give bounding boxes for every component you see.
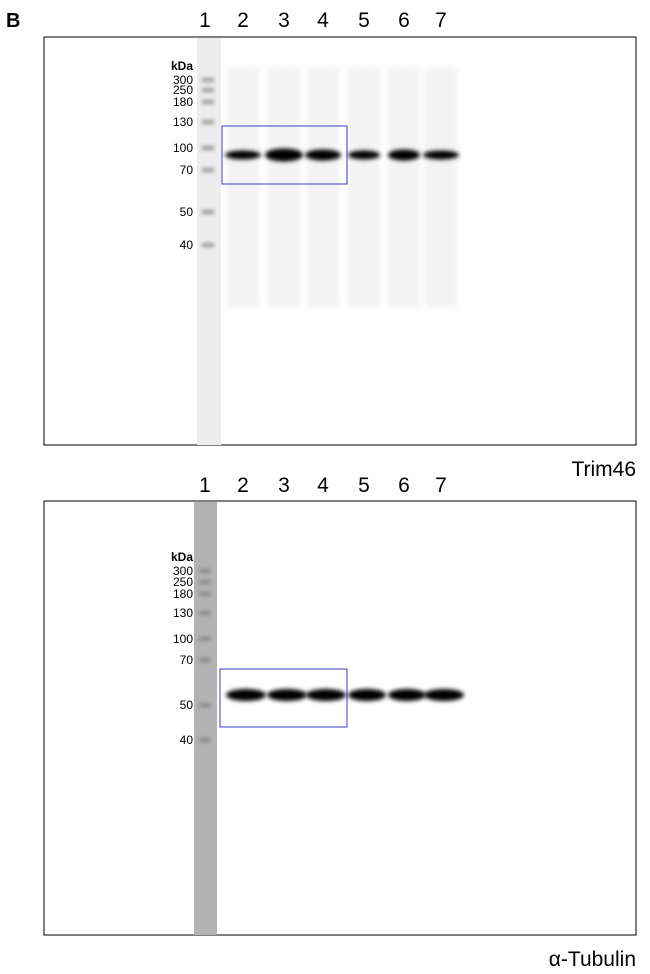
lane-label: 6 bbox=[398, 9, 410, 32]
marker-label: 250 bbox=[173, 575, 193, 589]
lane-smear bbox=[268, 67, 300, 307]
lane-label: 2 bbox=[237, 474, 249, 497]
blot-frame bbox=[43, 36, 637, 446]
lane-label: 6 bbox=[398, 474, 410, 497]
band bbox=[265, 148, 303, 162]
band bbox=[305, 149, 341, 161]
ladder-band bbox=[199, 738, 211, 742]
lane-smear bbox=[388, 67, 420, 307]
ladder-band bbox=[202, 210, 214, 214]
marker-label: 70 bbox=[180, 653, 194, 667]
ladder-band bbox=[202, 243, 214, 247]
ladder-band bbox=[199, 580, 211, 584]
ladder-band bbox=[202, 120, 214, 124]
marker-label: 180 bbox=[173, 95, 193, 109]
lane-label: 5 bbox=[358, 474, 370, 497]
marker-label: 250 bbox=[173, 83, 193, 97]
blot-name: Trim46 bbox=[571, 458, 636, 481]
unit-label: kDa bbox=[171, 550, 193, 564]
marker-label: 180 bbox=[173, 587, 193, 601]
band bbox=[226, 689, 266, 701]
ladder-lane bbox=[197, 38, 221, 445]
unit-label: kDa bbox=[171, 59, 193, 73]
band bbox=[388, 689, 426, 701]
ladder-band bbox=[202, 88, 214, 92]
blot-name: α-Tubulin bbox=[549, 948, 636, 971]
ladder-band bbox=[199, 592, 211, 596]
lane-label: 5 bbox=[358, 9, 370, 32]
marker-label: 130 bbox=[173, 606, 193, 620]
marker-label: 50 bbox=[180, 205, 194, 219]
band bbox=[348, 689, 386, 701]
lane-label: 2 bbox=[237, 9, 249, 32]
marker-label: 50 bbox=[180, 698, 194, 712]
panel-label: B bbox=[6, 10, 20, 32]
ladder-band bbox=[202, 78, 214, 82]
highlight-box bbox=[221, 125, 348, 185]
lane-label: 1 bbox=[199, 474, 211, 497]
lane-label: 1 bbox=[199, 9, 211, 32]
lane-label: 7 bbox=[435, 474, 447, 497]
ladder-band bbox=[199, 611, 211, 615]
highlight-box bbox=[219, 668, 348, 728]
lane-smear bbox=[307, 67, 339, 307]
ladder-band bbox=[202, 100, 214, 104]
band bbox=[267, 689, 307, 701]
ladder-band bbox=[202, 168, 214, 172]
lane-label: 3 bbox=[278, 9, 290, 32]
lane-smear bbox=[227, 67, 259, 307]
band bbox=[424, 689, 464, 701]
marker-label: 100 bbox=[173, 141, 193, 155]
lane-smear bbox=[425, 67, 457, 307]
band bbox=[306, 689, 346, 701]
lane-label: 7 bbox=[435, 9, 447, 32]
lane-label: 3 bbox=[278, 474, 290, 497]
lane-label: 4 bbox=[317, 474, 329, 497]
marker-label: 40 bbox=[180, 238, 194, 252]
band bbox=[423, 150, 459, 160]
marker-label: 300 bbox=[173, 73, 193, 87]
band bbox=[225, 150, 261, 160]
marker-label: 130 bbox=[173, 115, 193, 129]
ladder-lane bbox=[194, 502, 217, 935]
lane-label: 4 bbox=[317, 9, 329, 32]
ladder-band bbox=[199, 703, 211, 707]
band bbox=[348, 150, 380, 160]
lane-smear bbox=[348, 67, 380, 307]
marker-label: 300 bbox=[173, 564, 193, 578]
marker-label: 100 bbox=[173, 632, 193, 646]
marker-label: 70 bbox=[180, 163, 194, 177]
marker-label: 40 bbox=[180, 733, 194, 747]
blot-frame bbox=[43, 500, 637, 936]
band bbox=[388, 149, 420, 161]
ladder-band bbox=[199, 569, 211, 573]
ladder-band bbox=[202, 146, 214, 150]
ladder-band bbox=[199, 637, 211, 641]
ladder-band bbox=[199, 658, 211, 662]
